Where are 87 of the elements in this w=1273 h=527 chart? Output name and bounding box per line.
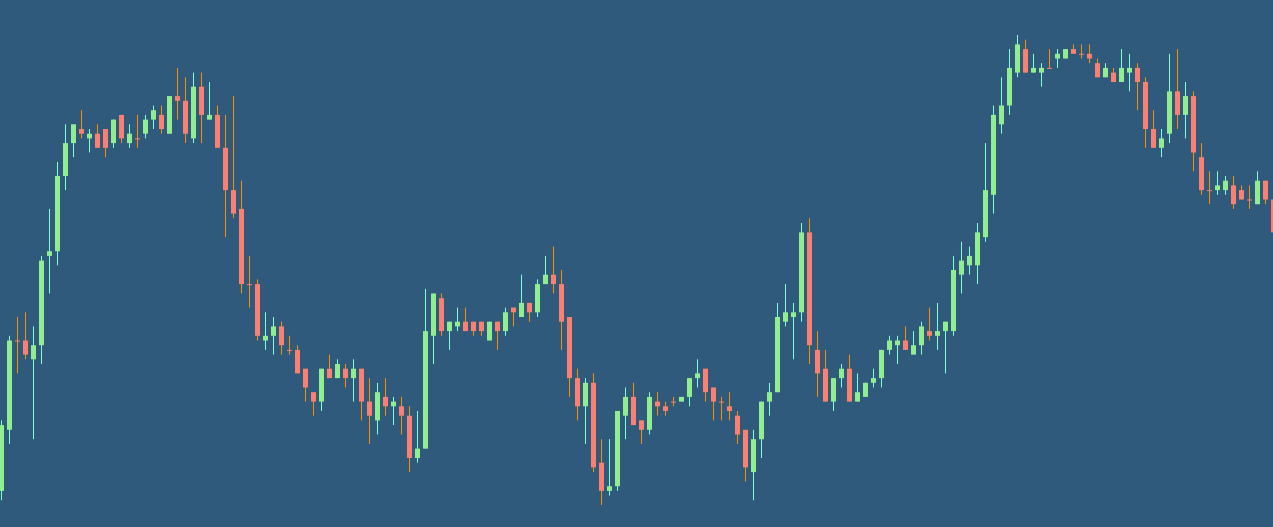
candlestick [767,382,772,417]
candlestick [999,76,1004,135]
candlestick [943,321,948,374]
candlestick [1087,43,1092,64]
candlestick [959,241,964,294]
candlestick [1127,53,1132,92]
candlestick [207,81,212,121]
candlestick [935,302,940,351]
candlestick [1119,48,1124,83]
candlestick [127,123,132,149]
candlestick [1183,81,1188,139]
candlestick [503,307,508,337]
candlestick [279,321,284,356]
candlestick [47,208,52,294]
candlestick [519,274,524,318]
candlestick [399,396,404,435]
candlestick [1247,184,1252,210]
candlestick [887,335,892,356]
candlestick [695,358,700,388]
candlestick [703,368,708,403]
candlestick [271,316,276,356]
candlestick [71,123,76,158]
candlestick [351,358,356,403]
candlestick [415,410,420,464]
candlestick [607,438,612,497]
candlestick [1159,128,1164,158]
candlestick [903,325,908,351]
candlestick [791,302,796,360]
candlestick [1215,170,1220,196]
candlestick [303,368,308,403]
candlestick [911,330,916,356]
candlestick [1079,43,1084,59]
candlestick [343,363,348,388]
candlestick [247,255,252,309]
candlestick [383,377,388,417]
candlestick [583,377,588,445]
candlestick [311,391,316,417]
candlestick [839,363,844,388]
candlestick [151,105,156,130]
candlestick [1039,62,1044,88]
candlestick [711,387,716,421]
candlestick [1223,175,1228,196]
candlestick [687,377,692,407]
candlestick [1151,109,1156,149]
candlestick [447,321,452,351]
candlestick [15,316,20,374]
candlestick [735,410,740,445]
candlestick [967,246,972,276]
candlestick [871,368,876,388]
candlestick [919,321,924,356]
candlestick [927,307,932,341]
candlestick [1207,170,1212,205]
candlestick [23,311,28,360]
candlestick [119,114,124,144]
candlestick [1047,48,1052,69]
candlestick [1031,53,1036,74]
candlestick [623,387,628,440]
candlestick [143,114,148,139]
candlestick [1175,48,1180,130]
candlestick [1055,48,1060,69]
candlestick [111,119,116,149]
candlestick [495,321,500,351]
candlestick [175,67,180,121]
candlestick [295,344,300,374]
candlestick [263,311,268,351]
candlestick [95,123,100,149]
candlestick [551,246,556,294]
candlestick [1255,170,1260,205]
candlestick [159,105,164,135]
candlestick [231,95,236,219]
candlestick [31,325,36,440]
candlestick [727,391,732,421]
candlestick [831,377,836,412]
candlestick [79,109,84,139]
candlestick [783,283,788,327]
candlestick [855,372,860,403]
candlestick [367,377,372,445]
candlestick [103,128,108,158]
candlestick [815,330,820,398]
candlestick [1135,62,1140,111]
candlestick [543,255,548,285]
candlestick [135,114,140,149]
candlestick [719,396,724,421]
candlestick [287,335,292,356]
candlestick [639,419,644,445]
candlestick [1023,39,1028,74]
candlestick [1231,175,1236,210]
